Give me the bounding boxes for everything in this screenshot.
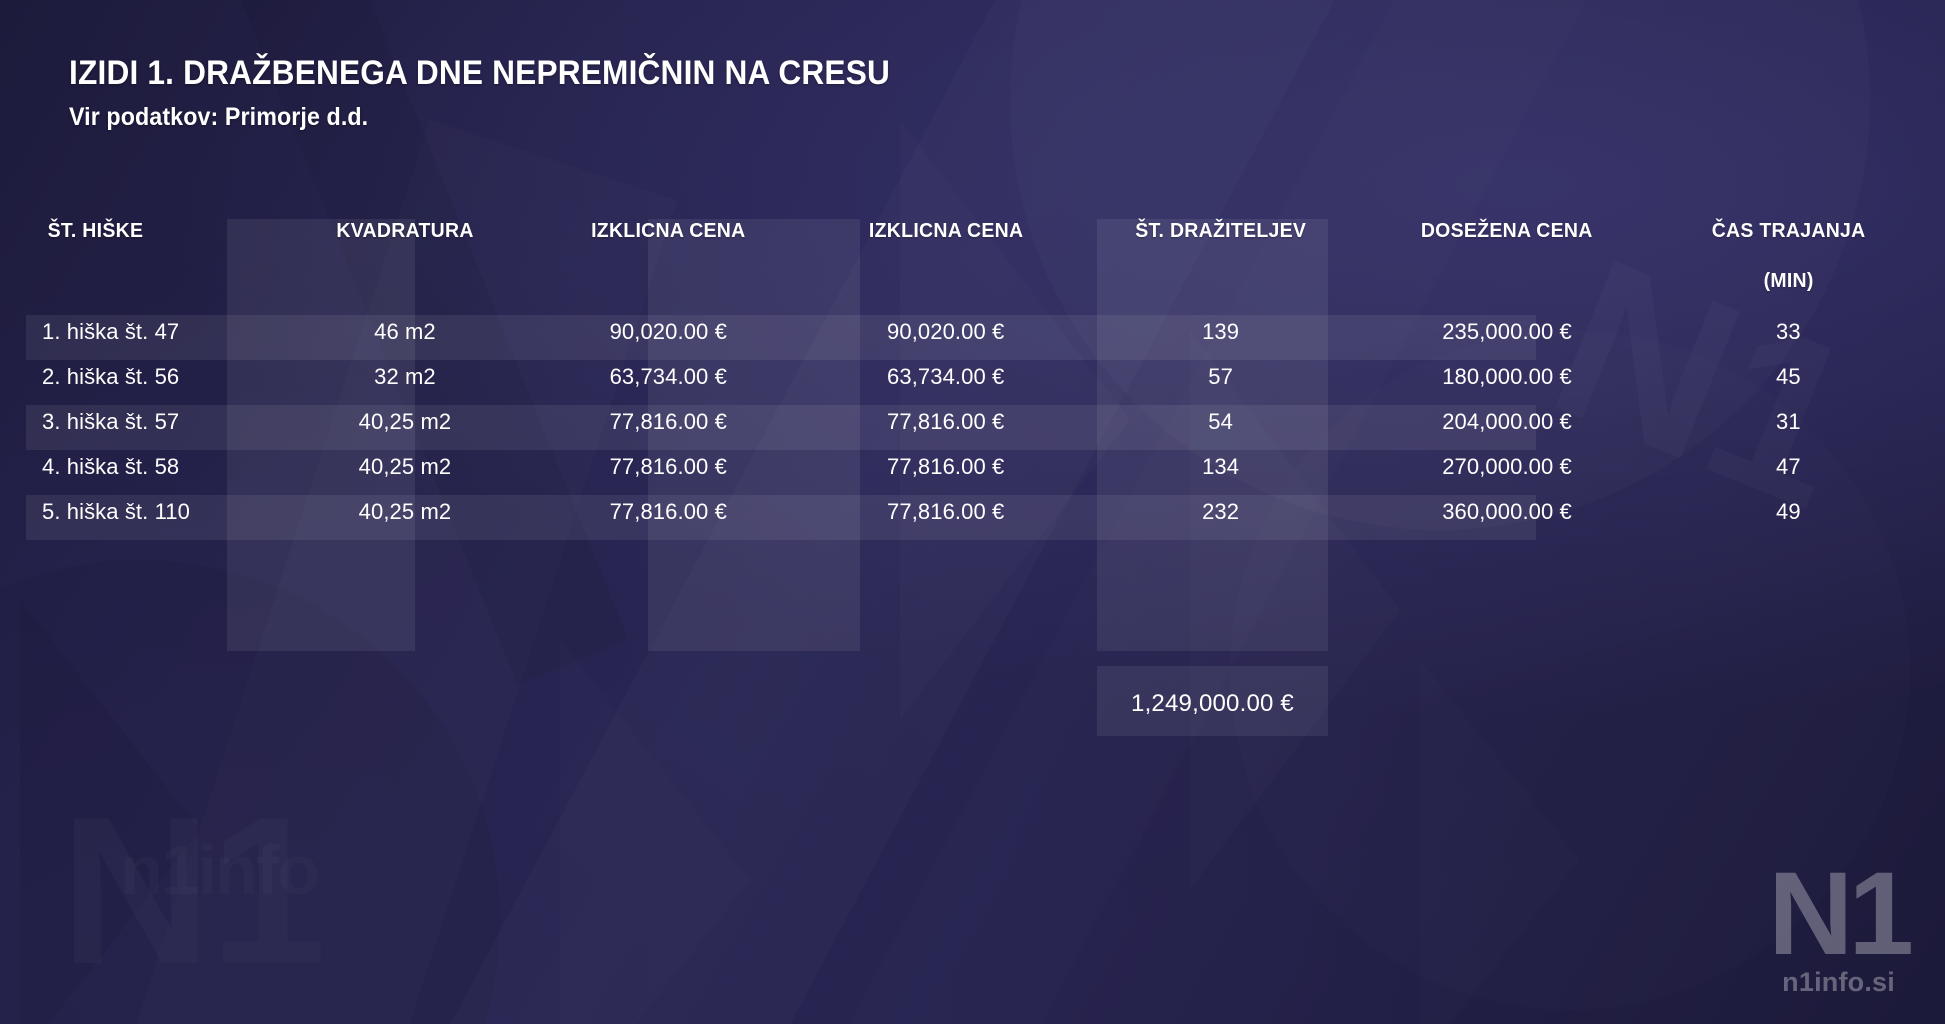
cell-st-drazilcev: 232 bbox=[1202, 498, 1240, 524]
cell-izklicna-cena-1: 77,816.00 € bbox=[609, 498, 727, 524]
cell-dosezena-cena: 235,000.00 € bbox=[1442, 318, 1572, 344]
cell-kvadratura: 40,25 m2 bbox=[358, 453, 452, 479]
cell-izklicna-cena-2: 63,734.00 € bbox=[887, 363, 1005, 389]
total-highlight-band bbox=[1097, 666, 1328, 736]
table-row: 4. hiška št. 58 40,25 m2 77,816.00 € 77,816… bbox=[26, 444, 1922, 489]
cell-st-hiske: 5. hiška št. 110 bbox=[42, 498, 190, 524]
table-row: 3. hiška št. 57 40,25 m2 77,816.00 € 77,816… bbox=[26, 399, 1922, 444]
cell-kvadratura: 46 m2 bbox=[374, 318, 436, 344]
column-header-cas-trajanja-line1: ČAS TRAJANJA bbox=[1711, 219, 1866, 242]
table-header-row: ŠT. HIŠKE KVADRATURA IZKLICNA CENA IZKLI… bbox=[26, 219, 1922, 309]
cell-izklicna-cena-1: 90,020.00 € bbox=[609, 318, 727, 344]
column-header-dosezena-cena: DOSEŽENA CENA bbox=[1421, 219, 1593, 242]
cell-kvadratura: 40,25 m2 bbox=[358, 498, 452, 524]
column-header-izklicna-cena-2: IZKLICNA CENA bbox=[868, 219, 1023, 242]
cell-st-hiske: 1. hiška št. 47 bbox=[42, 318, 180, 344]
cell-dosezena-cena: 360,000.00 € bbox=[1442, 498, 1572, 524]
cell-dosezena-cena: 180,000.00 € bbox=[1442, 363, 1572, 389]
table-row: 2. hiška št. 56 32 m2 63,734.00 € 63,734.00… bbox=[26, 354, 1922, 399]
cell-st-drazilcev: 139 bbox=[1202, 318, 1240, 344]
header-block: IZIDI 1. DRAŽBENEGA DNE NEPREMIČNIN NA C… bbox=[69, 53, 952, 132]
cell-st-hiske: 2. hiška št. 56 bbox=[42, 363, 180, 389]
cell-izklicna-cena-2: 90,020.00 € bbox=[887, 318, 1005, 344]
table-row: 1. hiška št. 47 46 m2 90,020.00 € 90,020.00… bbox=[26, 309, 1922, 354]
n1-logo-url: n1info.si bbox=[1782, 967, 1895, 997]
column-header-st-hiske: ŠT. HIŠKE bbox=[47, 219, 144, 242]
cell-izklicna-cena-2: 77,816.00 € bbox=[887, 498, 1005, 524]
cell-izklicna-cena-2: 77,816.00 € bbox=[887, 408, 1005, 434]
column-header-cas-trajanja: ČAS TRAJANJA (MIN) bbox=[1661, 219, 1915, 309]
table-header: ŠT. HIŠKE KVADRATURA IZKLICNA CENA IZKLI… bbox=[26, 219, 1922, 309]
cell-izklicna-cena-1: 77,816.00 € bbox=[609, 408, 727, 434]
cell-kvadratura: 40,25 m2 bbox=[358, 408, 452, 434]
page-title: IZIDI 1. DRAŽBENEGA DNE NEPREMIČNIN NA C… bbox=[69, 54, 891, 92]
n1-logo-mark: N1 bbox=[1768, 848, 1914, 981]
auction-results-table: ŠT. HIŠKE KVADRATURA IZKLICNA CENA IZKLI… bbox=[26, 219, 1922, 534]
column-header-izklicna-cena-1: IZKLICNA CENA bbox=[591, 219, 746, 242]
cell-izklicna-cena-2: 77,816.00 € bbox=[887, 453, 1005, 479]
cell-cas-trajanja: 31 bbox=[1776, 408, 1801, 434]
cell-st-drazilcev: 54 bbox=[1208, 408, 1233, 434]
cell-cas-trajanja: 33 bbox=[1776, 318, 1801, 344]
cell-dosezena-cena: 270,000.00 € bbox=[1442, 453, 1572, 479]
column-header-st-drazilcev: ŠT. DRAŽITELJEV bbox=[1135, 219, 1307, 242]
bg-chevron-3 bbox=[20, 600, 200, 1024]
total-dosezena-cena: 1,249,000.00 € bbox=[1131, 690, 1294, 717]
page-subtitle: Vir podatkov: Primorje d.d. bbox=[69, 103, 369, 132]
cell-izklicna-cena-1: 77,816.00 € bbox=[609, 453, 727, 479]
table-body: 1. hiška št. 47 46 m2 90,020.00 € 90,020.00… bbox=[26, 309, 1922, 534]
table-row: 5. hiška št. 110 40,25 m2 77,816.00 € 77,81… bbox=[26, 489, 1922, 534]
cell-cas-trajanja: 49 bbox=[1776, 498, 1801, 524]
column-header-cas-trajanja-line2: (MIN) bbox=[1763, 269, 1814, 292]
cell-st-hiske: 4. hiška št. 58 bbox=[42, 453, 180, 479]
column-header-kvadratura: KVADRATURA bbox=[336, 219, 474, 242]
cell-kvadratura: 32 m2 bbox=[374, 363, 436, 389]
cell-cas-trajanja: 45 bbox=[1776, 363, 1801, 389]
cell-cas-trajanja: 47 bbox=[1776, 453, 1801, 479]
cell-izklicna-cena-1: 63,734.00 € bbox=[609, 363, 727, 389]
cell-dosezena-cena: 204,000.00 € bbox=[1442, 408, 1572, 434]
cell-st-hiske: 3. hiška št. 57 bbox=[42, 408, 180, 434]
cell-st-drazilcev: 134 bbox=[1202, 453, 1240, 479]
cell-st-drazilcev: 57 bbox=[1208, 363, 1233, 389]
n1-logo[interactable]: N1 n1info.si bbox=[1768, 848, 1914, 998]
